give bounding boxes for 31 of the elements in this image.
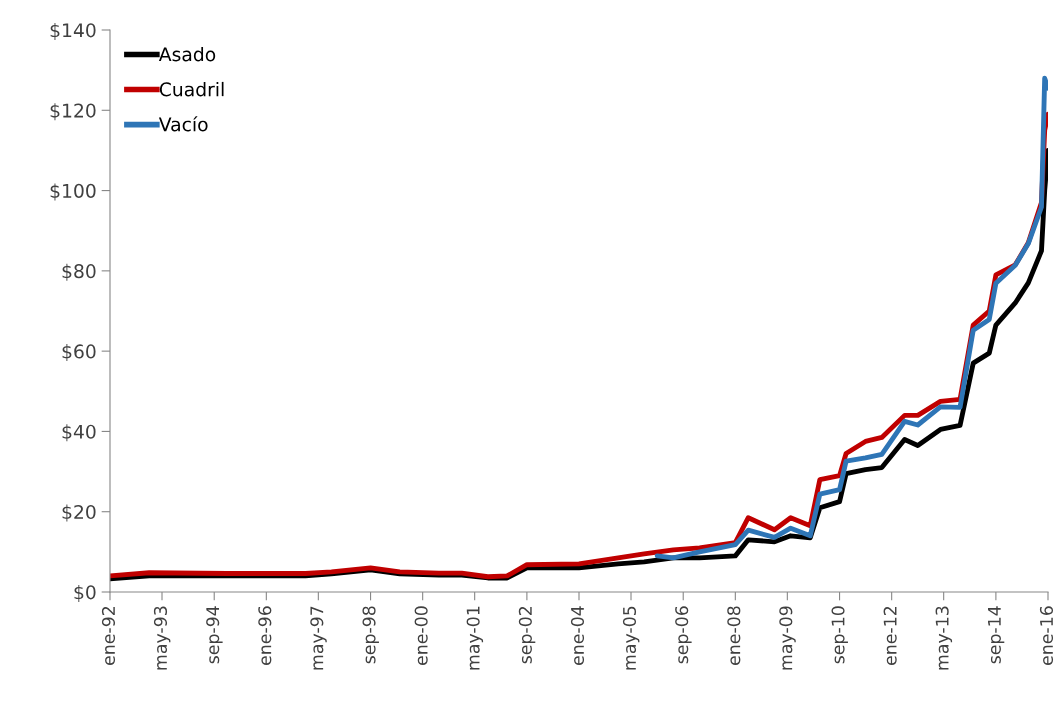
y-tick-label: $0 [74, 584, 96, 602]
x-tick-label: sep-94 [206, 606, 223, 664]
x-tick-label: ene-04 [570, 606, 585, 665]
x-tick-label: ene-12 [883, 606, 897, 665]
y-tick-label: $40 [62, 424, 96, 442]
x-tick-label: sep-02 [518, 606, 536, 664]
x-tick-label: may-97 [310, 606, 327, 670]
y-tick-label: $20 [62, 504, 96, 522]
x-tick-label: ene-00 [414, 606, 428, 665]
y-tick-label: $80 [62, 263, 96, 281]
x-tick-label: ene-16 [1039, 606, 1054, 665]
y-tick-label: $100 [50, 183, 96, 201]
legend-label: Asado [158, 46, 216, 62]
legend-label: Vacío [158, 116, 208, 132]
x-tick-label: may-09 [779, 606, 796, 670]
x-tick-label: ene-08 [727, 606, 741, 665]
y-tick-label: $60 [62, 344, 96, 362]
x-tick-label: sep-14 [988, 606, 1005, 664]
x-tick-label: sep-10 [831, 606, 848, 664]
y-tick-label: $120 [50, 103, 96, 121]
x-tick-label: may-13 [935, 606, 953, 670]
x-tick-label: ene-96 [258, 606, 272, 665]
x-tick-label: may-93 [153, 606, 171, 670]
x-tick-label: sep-06 [675, 606, 692, 664]
x-tick-label: sep-98 [362, 606, 379, 664]
x-tick-label: may-01 [466, 606, 484, 670]
legend-label: Cuadril [159, 81, 224, 97]
x-tick-label: ene-92 [101, 606, 116, 665]
y-tick-label: $140 [50, 22, 96, 40]
line-series [654, 75, 1048, 561]
x-tick-label: may-05 [622, 606, 640, 670]
